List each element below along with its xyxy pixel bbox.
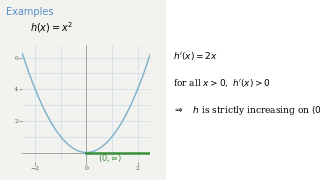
Text: $h(x) = x^2$: $h(x) = x^2$ xyxy=(29,20,73,35)
Text: $h'(x) = 2x$: $h'(x) = 2x$ xyxy=(173,50,218,62)
Text: for all $x > 0,\; h'(x) > 0$: for all $x > 0,\; h'(x) > 0$ xyxy=(173,77,271,89)
Text: $\Rightarrow \quad h$ is strictly increasing on $(0, \infty)$: $\Rightarrow \quad h$ is strictly increa… xyxy=(173,104,320,117)
Text: $(0, \infty)$: $(0, \infty)$ xyxy=(98,152,122,164)
Text: Examples: Examples xyxy=(6,7,54,17)
